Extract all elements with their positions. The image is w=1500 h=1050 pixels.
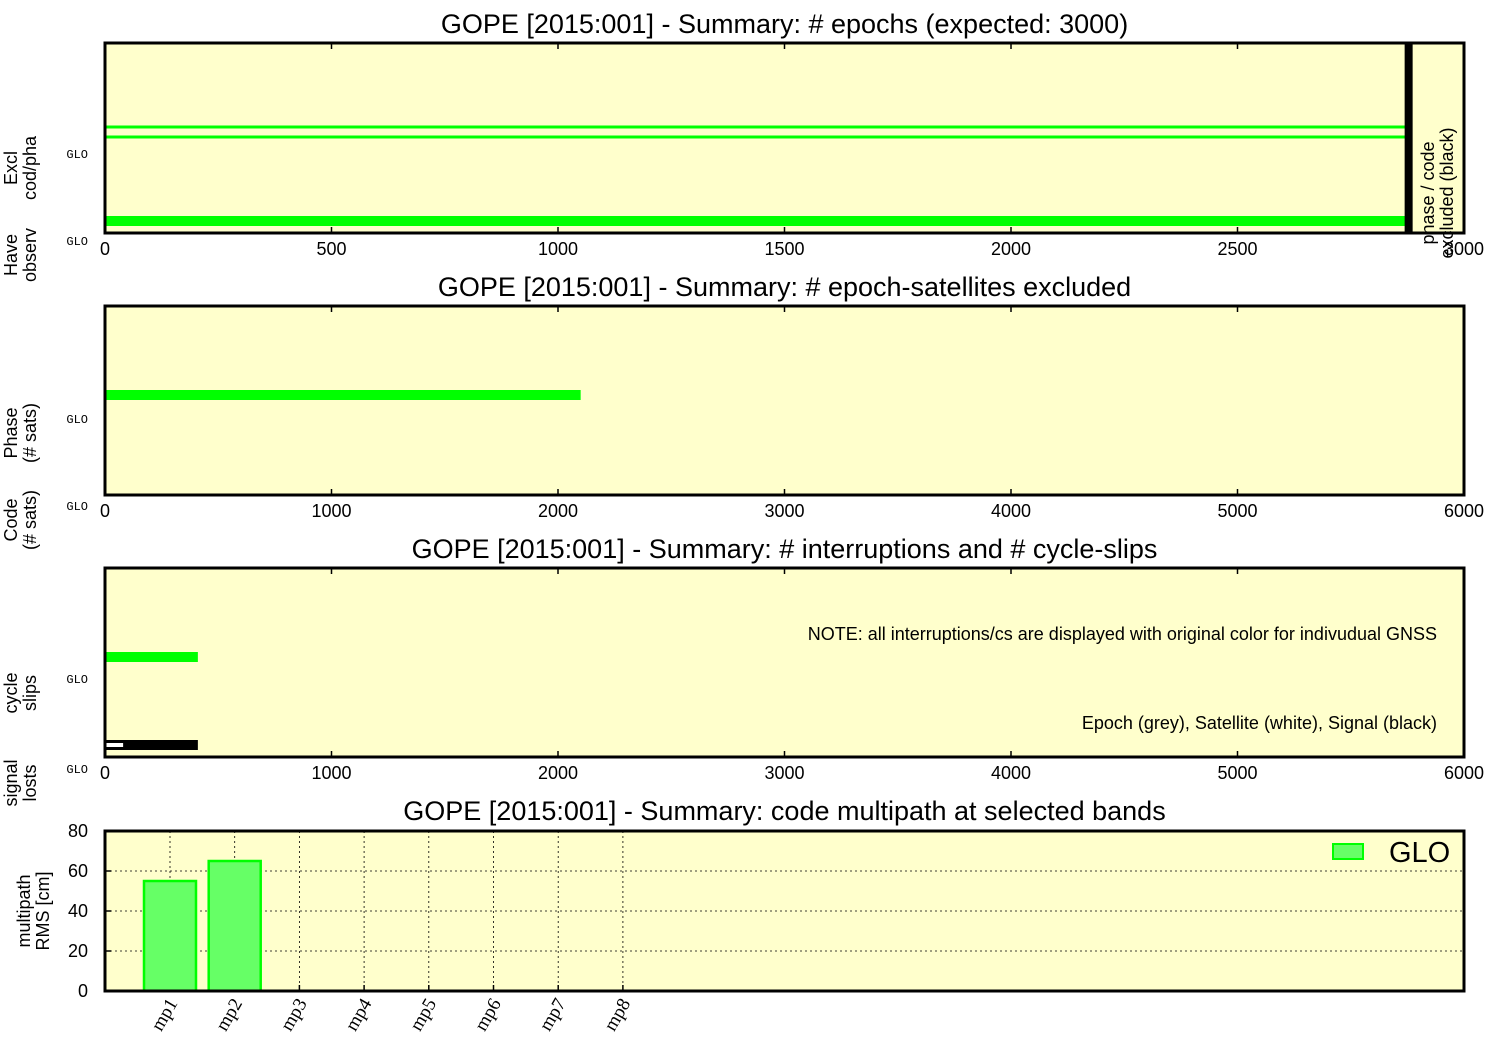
row-label: cycleslips — [1, 672, 40, 713]
chart-title: GOPE [2015:001] - Summary: # epochs (exp… — [441, 9, 1128, 39]
excluded-marker-label-line: phase / code — [1418, 141, 1438, 244]
plot-frame — [103, 304, 1466, 497]
y-tick-label: 20 — [68, 941, 88, 961]
x-tick-label: 4000 — [991, 763, 1031, 783]
x-tick-label: 2000 — [991, 239, 1031, 259]
x-tick-label: 2500 — [1217, 239, 1257, 259]
legend-note-text: Epoch (grey), Satellite (white), Signal … — [1082, 713, 1437, 733]
x-tick-label: 3000 — [764, 763, 804, 783]
bar-have-observ — [105, 216, 1408, 226]
y-tick-label: 80 — [68, 821, 88, 841]
multipath-bar — [207, 859, 262, 993]
row-label: Phase(# sats) — [1, 403, 40, 463]
row-system-label: GLO — [66, 148, 88, 162]
plot-frame — [103, 829, 1466, 993]
row-system-label: GLO — [66, 673, 88, 687]
category-label: mp1 — [147, 995, 182, 1035]
row-label: signallosts — [1, 759, 40, 806]
x-tick-label: 2000 — [538, 501, 578, 521]
multipath-bar — [142, 879, 198, 993]
x-tick-label: 0 — [100, 763, 110, 783]
x-tick-label: 6000 — [1444, 501, 1484, 521]
x-tick-label: 2000 — [538, 763, 578, 783]
category-label: mp2 — [212, 995, 247, 1035]
x-tick-label: 1000 — [311, 763, 351, 783]
category-label: mp5 — [406, 995, 441, 1035]
row-system-label: GLO — [66, 763, 88, 777]
row-system-label: GLO — [66, 235, 88, 249]
x-tick-label: 500 — [316, 239, 346, 259]
x-tick-label: 1500 — [764, 239, 804, 259]
x-tick-label: 1000 — [538, 239, 578, 259]
chart-title: GOPE [2015:001] - Summary: code multipat… — [403, 796, 1165, 826]
x-tick-label: 0 — [100, 501, 110, 521]
y-tick-label: 40 — [68, 901, 88, 921]
bar-phase-excluded — [105, 390, 581, 400]
legend-label: GLO — [1389, 837, 1450, 869]
y-tick-label: 0 — [78, 981, 88, 1001]
legend-swatch — [1332, 843, 1364, 860]
plot-background — [105, 568, 1464, 757]
category-label: mp8 — [600, 995, 635, 1035]
x-tick-label: 5000 — [1217, 763, 1257, 783]
x-tick-label: 3000 — [1444, 239, 1484, 259]
chart-title: GOPE [2015:001] - Summary: # interruptio… — [412, 534, 1158, 564]
x-tick-label: 0 — [100, 239, 110, 259]
y-axis-label-line: multipath — [14, 874, 34, 947]
x-tick-label: 6000 — [1444, 763, 1484, 783]
bar-cycle-slips — [105, 652, 198, 662]
bar-satellite-interruptions — [105, 743, 124, 747]
row-system-label: GLO — [66, 413, 88, 427]
y-tick-label: 60 — [68, 861, 88, 881]
row-label: Exclcod/pha — [1, 135, 40, 200]
excluded-marker-label-line: excluded (black) — [1437, 127, 1457, 258]
category-label: mp7 — [535, 995, 570, 1035]
x-tick-label: 4000 — [991, 501, 1031, 521]
y-axis-label-line: RMS [cm] — [33, 872, 53, 951]
x-tick-label: 3000 — [764, 501, 804, 521]
row-label: Haveobserv — [1, 228, 40, 282]
x-tick-label: 1000 — [311, 501, 351, 521]
plot-background — [105, 306, 1464, 495]
row-system-label: GLO — [66, 500, 88, 514]
y-axis-label: multipathRMS [cm] — [14, 872, 53, 951]
note-text: NOTE: all interruptions/cs are displayed… — [808, 624, 1437, 644]
x-tick-label: 5000 — [1217, 501, 1257, 521]
plot-frame — [103, 41, 1466, 235]
bar-signal-interruptions — [105, 740, 198, 750]
category-label: mp6 — [471, 995, 506, 1035]
row-label: Code(# sats) — [1, 490, 40, 550]
chart-title: GOPE [2015:001] - Summary: # epoch-satel… — [438, 272, 1131, 302]
excluded-marker-label: phase / codeexcluded (black) — [1418, 127, 1457, 258]
excluded-marker — [1404, 43, 1413, 233]
plot-frame — [103, 566, 1466, 759]
category-label: mp4 — [341, 995, 376, 1035]
category-label: mp3 — [277, 995, 312, 1035]
